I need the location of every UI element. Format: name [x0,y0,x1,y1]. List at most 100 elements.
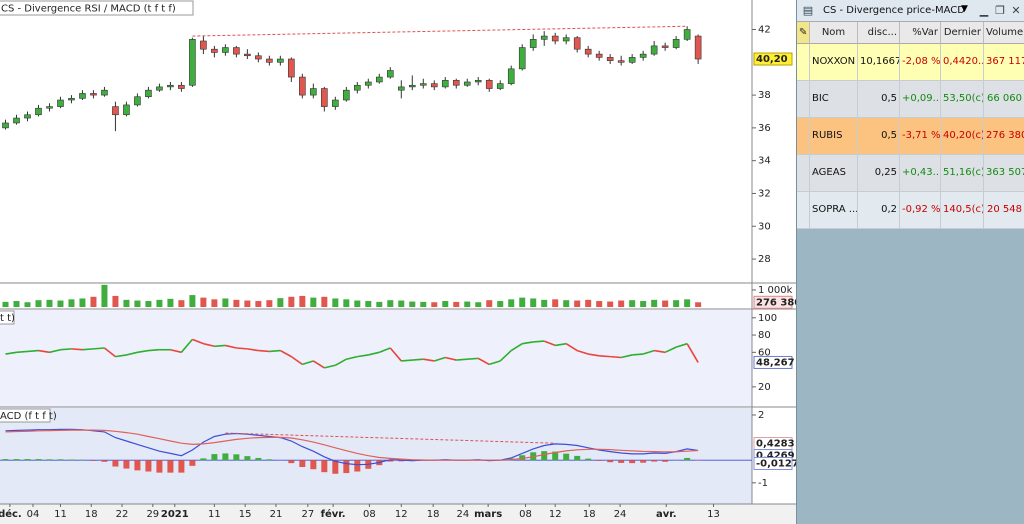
y-tick-label: 34 [758,156,771,167]
restore-button[interactable]: ❐ [995,4,1005,17]
rsi-segment [334,358,347,366]
volume-bar [409,301,416,307]
rsi-segment [236,347,248,350]
candle-body [551,35,559,42]
current-value-label: -0,0127 [756,458,796,469]
candle-body [496,83,504,89]
chart-tab[interactable] [0,0,194,16]
candle-body [101,89,108,96]
candle-body [617,60,625,63]
volume-bar [321,296,328,307]
instrument-name[interactable]: BIC [810,81,858,118]
close-button[interactable]: ✕ [1011,4,1021,17]
edit-column-header[interactable]: ✎ [797,22,810,44]
column-header[interactable]: disc... [858,22,900,44]
histogram-bar [651,460,658,462]
candle-body [13,117,20,124]
volume-bar [651,299,658,307]
histogram-bar [134,460,141,471]
volume-bar [35,300,42,307]
rsi-segment [599,354,611,358]
candle-body [332,99,339,107]
volume-bar [596,301,603,307]
cell-value: 0,25 [858,155,900,192]
volume-bar [222,298,229,307]
x-tick-label: avr. [656,509,677,520]
row-marker[interactable] [797,81,810,118]
volume-bar [464,301,471,307]
histogram-bar [244,456,251,461]
macd-line [5,428,699,466]
rsi-segment [27,349,39,353]
row-marker[interactable] [797,118,810,155]
histogram-bar [13,459,20,461]
rsi-segment [576,349,589,355]
candle-body [474,80,482,83]
histogram-bar [255,457,262,461]
rsi-segment [82,348,94,351]
rsi-segment [16,350,28,354]
row-marker[interactable] [797,44,810,81]
candle-body [156,86,163,91]
current-value-box [753,52,793,66]
rsi-segment [93,347,105,350]
histogram-bar [684,457,691,461]
volume-bar [211,299,218,307]
column-header[interactable]: Dernier [941,22,984,44]
minimize-button[interactable]: ▁ [979,4,989,17]
y-tick-label: 80 [758,330,771,341]
list-icon[interactable]: ▤ [802,4,814,17]
histogram-bar [156,460,163,473]
candle-body [167,84,174,88]
row-marker[interactable] [797,155,810,192]
cell-value: 20 548 [984,192,1024,229]
macd-line [5,429,699,461]
histogram-bar [310,460,317,470]
rsi-segment [368,351,380,356]
volume-bar [640,301,647,307]
candle-body [255,55,262,60]
histogram-bar [563,453,570,461]
dropdown-arrow[interactable]: ▼ [961,4,968,14]
rsi-segment [192,338,204,345]
volume-bar [541,299,548,307]
x-tick-label: 04 [27,509,40,520]
rsi-segment [170,348,182,354]
column-header[interactable]: Volume [984,22,1024,44]
current-value-label: 48,267 [756,357,795,368]
candle-body [628,57,636,63]
histogram-bar [123,460,130,469]
histogram-bar [519,455,526,461]
rsi-segment [71,348,83,351]
y-tick-label: 30 [758,221,771,232]
y-tick-label: 38 [758,90,771,101]
histogram-bar [662,460,669,462]
volume-bar [563,300,570,307]
instrument-name[interactable]: SOPRA ... [810,192,858,229]
cell-value: +0,09... [900,81,941,118]
y-tick-label: -1 [758,478,768,489]
candle-body [321,88,328,107]
histogram-bar [354,460,361,472]
candle-body [222,47,229,53]
candle-body [145,89,152,98]
histogram-bar [24,459,31,461]
row-marker[interactable] [797,192,810,229]
volume-bar [662,300,669,307]
rsi-title: t t) [0,313,15,324]
rsi-segment [214,344,226,348]
trendline [192,25,688,37]
candle-body [79,93,86,99]
column-header[interactable]: Nom [810,22,858,44]
instrument-name[interactable]: AGEAS [810,155,858,192]
histogram-bar [596,460,603,461]
volume-bar [387,300,394,307]
volume-bar [673,300,680,307]
instrument-name[interactable]: NOXXON [810,44,858,81]
column-header[interactable]: %Var [900,22,941,44]
candle-body [277,58,284,63]
rsi-segment [522,341,534,345]
current-value-box [753,295,793,309]
instrument-name[interactable]: RUBIS [810,118,858,155]
